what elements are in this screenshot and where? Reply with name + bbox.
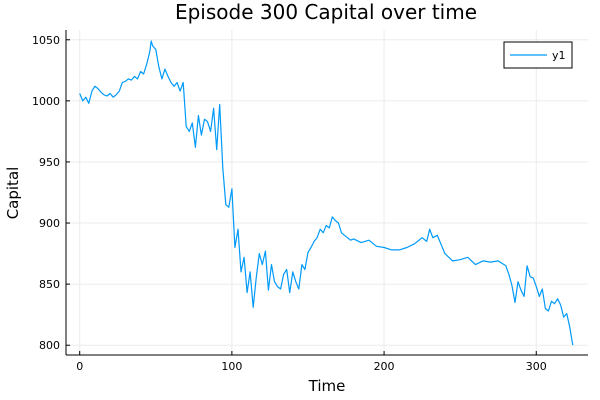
axes: 0 100 200 300 800 850 900 950 1000 1050 — [32, 30, 588, 373]
y-tick-label: 950 — [39, 156, 60, 169]
x-tick-label: 100 — [221, 360, 242, 373]
x-tick-label: 300 — [526, 360, 547, 373]
chart-title: Episode 300 Capital over time — [175, 0, 477, 24]
y-tick-label: 850 — [39, 278, 60, 291]
y-tick-label: 900 — [39, 217, 60, 230]
series-line-y1 — [79, 40, 574, 346]
series-layer — [79, 40, 574, 346]
y-tick-label: 1000 — [32, 95, 60, 108]
y-tick-label: 800 — [39, 339, 60, 352]
x-tick-label: 200 — [374, 360, 395, 373]
x-axis-title: Time — [308, 377, 346, 395]
legend: y1 — [503, 41, 573, 69]
legend-label-y1: y1 — [552, 49, 566, 62]
y-axis-title: Capital — [4, 167, 22, 220]
y-tick-label: 1050 — [32, 34, 60, 47]
x-tick-label: 0 — [76, 360, 83, 373]
